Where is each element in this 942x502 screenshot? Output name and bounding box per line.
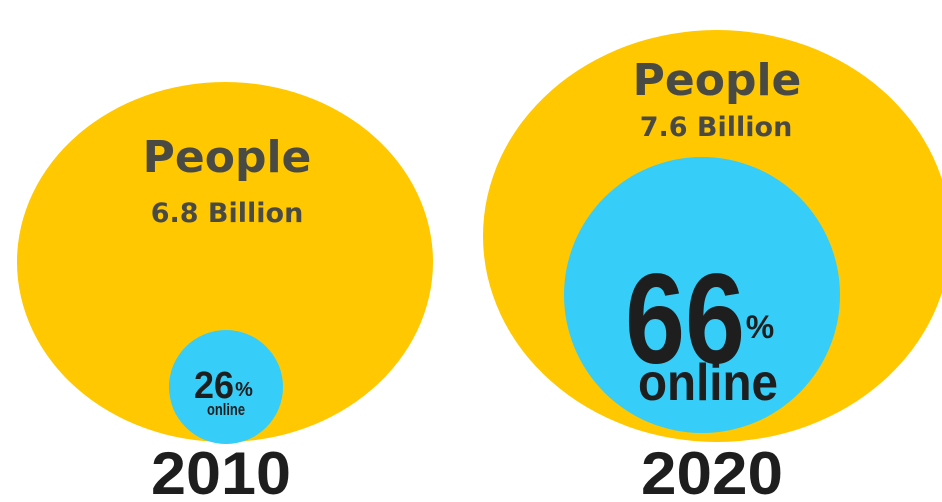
group-2010: People 6.8 Billion 26 % online 2010 xyxy=(17,82,433,502)
year-label-2020: 2020 xyxy=(641,440,783,502)
online-word-2010: online xyxy=(207,400,245,419)
people-value-2010: 6.8 Billion xyxy=(151,198,304,229)
online-circle-2010 xyxy=(169,330,283,444)
people-value-2020: 7.6 Billion xyxy=(640,112,793,143)
group-2020: People 7.6 Billion 66 % online 2020 xyxy=(483,30,942,502)
online-percent-sign-2020: % xyxy=(746,309,774,345)
online-percent-2020: 66 xyxy=(625,248,745,391)
people-word-2010: People xyxy=(143,132,312,183)
online-percent-sign-2010: % xyxy=(235,379,253,401)
online-percent-2010: 26 xyxy=(194,365,234,407)
online-word-2020: online xyxy=(638,354,778,412)
people-word-2020: People xyxy=(633,55,802,106)
online-circle-2020 xyxy=(564,157,840,433)
people-circle-2010 xyxy=(17,82,433,442)
year-label-2010: 2010 xyxy=(151,440,291,502)
